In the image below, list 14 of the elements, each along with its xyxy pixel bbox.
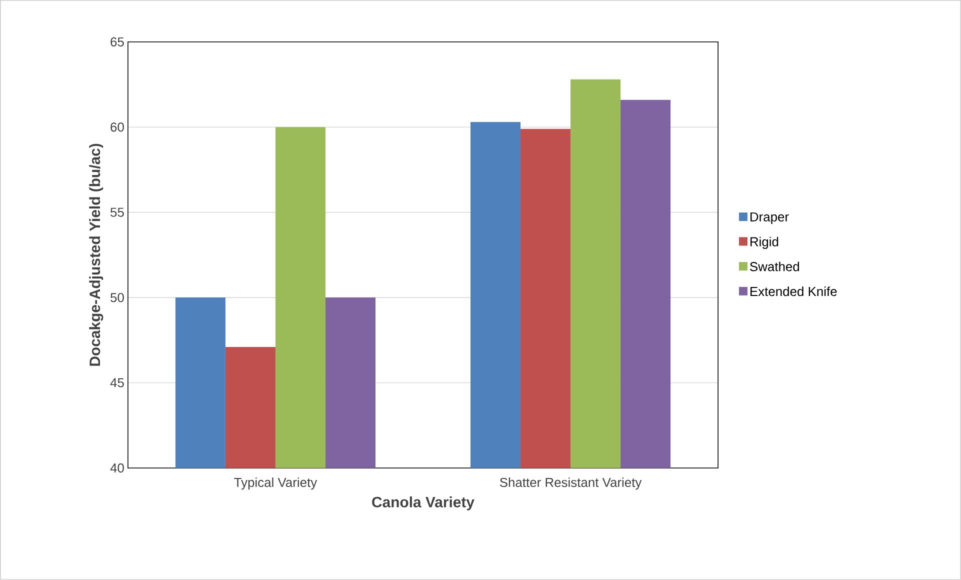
legend-label: Extended Knife <box>750 286 837 296</box>
y-tick-label: 45 <box>110 378 124 388</box>
y-tick-label: 40 <box>110 463 124 473</box>
legend-label: Draper <box>750 212 789 224</box>
y-tick-label: 60 <box>110 122 124 132</box>
y-tick-label: 55 <box>110 208 124 217</box>
legend-label: Rigid <box>750 236 778 249</box>
y-tick-label: 50 <box>110 293 124 302</box>
legend-label: Swathed <box>750 262 800 272</box>
y-axis-title: Docakge-Adjusted Yield (bu/ac) <box>89 144 104 366</box>
y-tick-label: 65 <box>110 37 124 47</box>
x-tick-label: Shatter Resistant Variety <box>500 478 642 490</box>
x-tick-label: Typical Variety <box>234 478 318 490</box>
x-axis-title: Canola Variety <box>372 496 474 510</box>
